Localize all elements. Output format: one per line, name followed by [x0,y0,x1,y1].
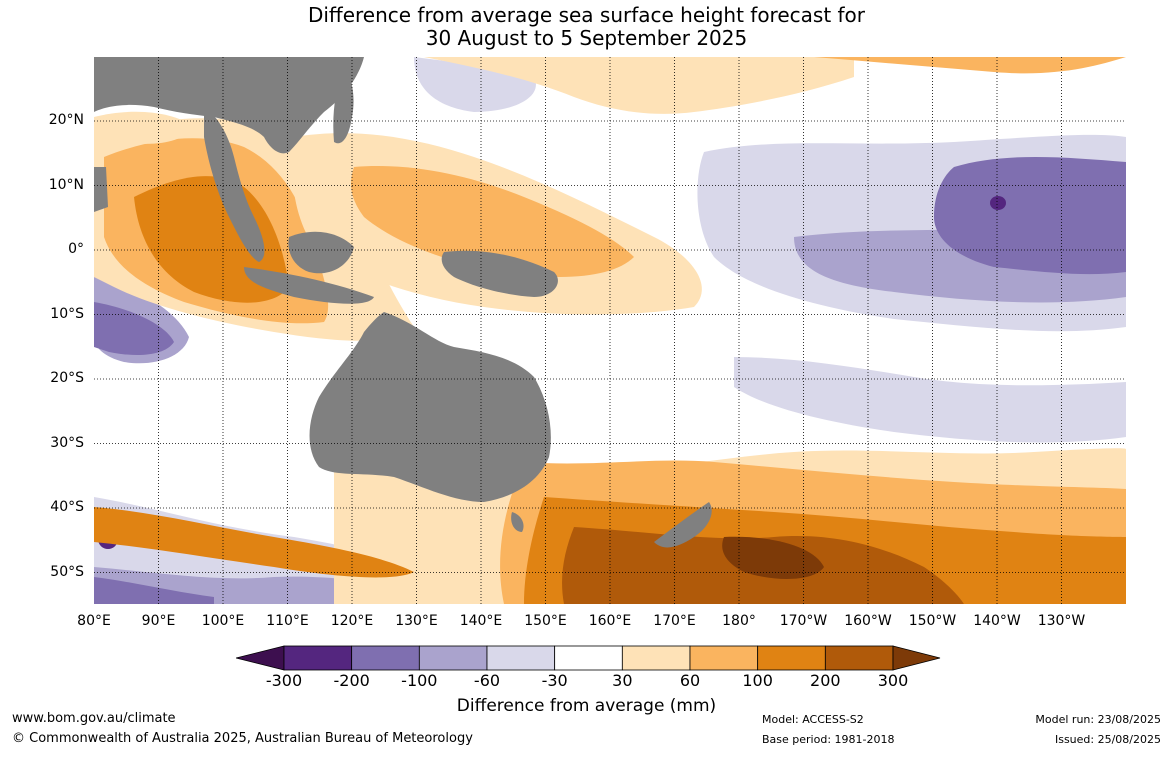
lat-label-10n: 10°N [48,177,84,193]
lat-label-0: 0° [68,241,84,257]
lon-label: 170°W [779,613,828,629]
malay-peninsula [204,107,265,262]
lat-label-50s: 50°S [50,564,84,580]
map-canvas [94,57,1126,604]
graticule [94,57,1126,604]
colorbar-low-extend [236,645,285,671]
tasmania [511,512,524,532]
map-title: Difference from average sea surface heig… [0,4,1173,50]
colorbar-segment [621,645,691,671]
sumatra-java [244,267,374,304]
lon-label: 160°E [588,613,632,629]
model-run-text: Model run: 23/08/2025 [1035,713,1161,726]
website-link[interactable]: www.bom.gov.au/climate [12,711,176,726]
colorbar-tick-label: -60 [473,671,501,690]
colorbar-segment [486,645,556,671]
colorbar [236,645,941,671]
lon-label: 140°W [973,613,1021,629]
positive-anomaly-regions [94,57,1126,604]
colorbar-high-extend [892,645,941,671]
lon-label: 130°W [1037,613,1086,629]
anomaly-map [94,57,1126,604]
india-tip [94,167,108,212]
colorbar-tick-label: 30 [612,671,633,690]
lat-label-20s: 20°S [50,370,84,386]
model-text: Model: ACCESS-S2 [762,713,864,726]
lat-label-10s: 10°S [50,306,84,322]
colorbar-tick-label: -100 [401,671,438,690]
borneo [288,231,354,274]
colorbar-segment [824,645,894,671]
lon-label: 130°E [395,613,438,629]
title-line-1: Difference from average sea surface heig… [307,3,866,27]
lon-label: 140°E [459,613,503,629]
colorbar-tick-label: -300 [265,671,303,690]
colorbar-segment [351,645,420,671]
copyright-text: © Commonwealth of Australia 2025, Austra… [12,731,473,746]
lat-label-40s: 40°S [50,499,84,515]
lon-label: 110°E [266,613,309,629]
colorbar-segment [283,645,353,671]
colorbar-tick-label: -30 [541,671,568,690]
lon-label: 100°E [201,613,245,629]
colorbar-tick-label: -200 [333,671,370,690]
colorbar-segment [689,645,759,671]
colorbar-segment [554,645,623,671]
lon-label: 180° [722,613,756,629]
colorbar-tick-label: 60 [679,671,701,690]
lat-label-20n: 20°N [48,112,84,128]
philippines [333,67,354,144]
colorbar-tick-label: 300 [877,671,909,690]
colorbar-tick-label: 100 [742,671,773,690]
lon-label: 150°E [524,613,567,629]
base-period-text: Base period: 1981-2018 [762,733,895,746]
lon-label: 90°E [141,613,176,629]
colorbar-title: Difference from average (mm) [456,696,717,716]
lon-label: 80°E [77,613,111,629]
land-masses [94,57,712,548]
lon-label: 150°W [908,613,957,629]
colorbar-segment [418,645,488,671]
lon-label: 160°W [844,613,892,629]
asia-mainland [94,57,364,154]
issued-text: Issued: 25/08/2025 [1054,733,1161,746]
lon-label: 170°E [653,613,696,629]
new-guinea [441,250,558,297]
title-line-2: 30 August to 5 September 2025 [425,26,748,50]
lat-label-30s: 30°S [50,435,84,451]
australia [309,312,551,502]
colorbar-tick-label: 200 [810,671,841,690]
lon-label: 120°E [330,613,374,629]
colorbar-segment [757,645,826,671]
new-zealand [654,502,712,548]
